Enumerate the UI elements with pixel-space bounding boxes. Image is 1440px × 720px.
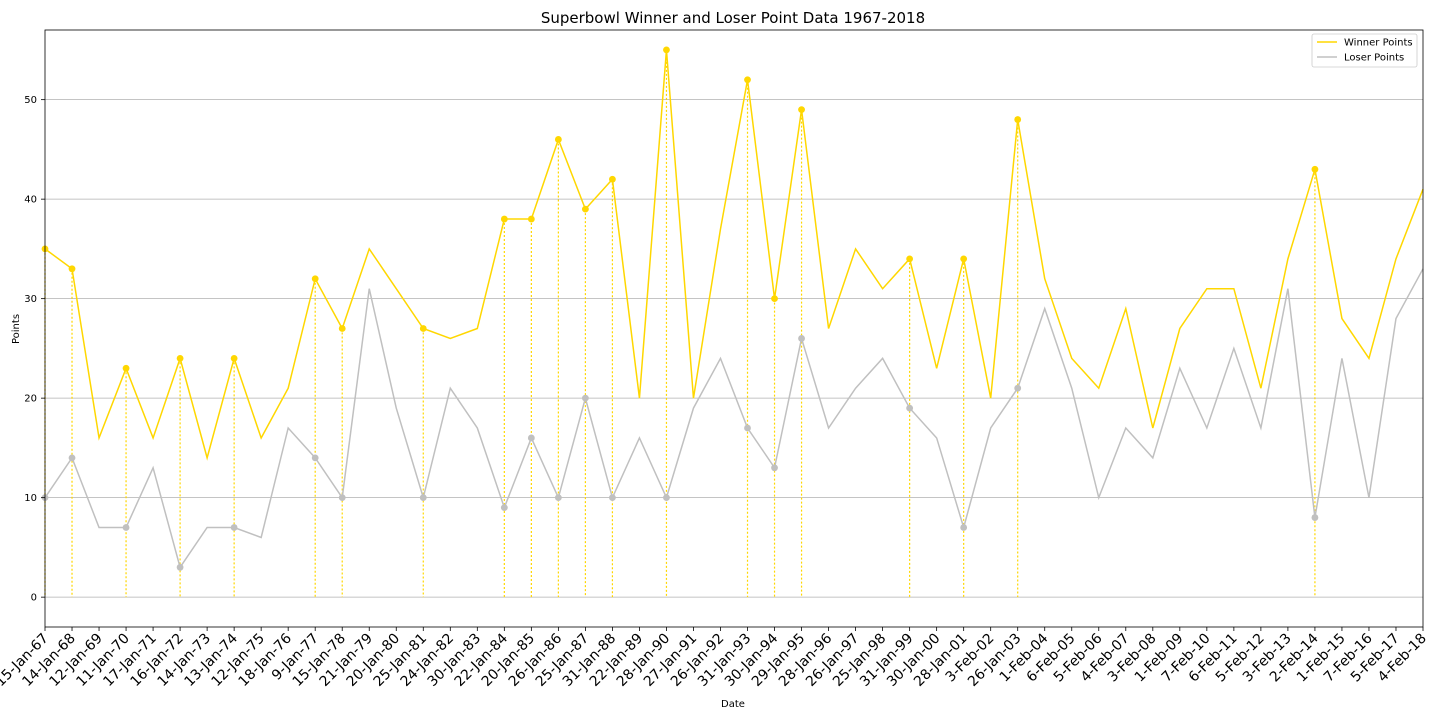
series-lines <box>44 49 1424 570</box>
winner-point-marker <box>771 295 778 303</box>
y-tick-label-0: 0 <box>31 593 37 604</box>
loser-point-marker <box>744 424 751 432</box>
loser-point-marker <box>122 524 130 531</box>
winner-point-marker <box>311 275 319 283</box>
winner-point-marker <box>663 46 670 54</box>
highlight-markers <box>41 46 1319 571</box>
highlight-drop-lines <box>44 49 1316 598</box>
series-line-loser-points <box>44 268 1424 570</box>
loser-point-marker <box>609 494 616 502</box>
legend-label-winner-points: Winner Points <box>1344 38 1413 49</box>
loser-point-marker <box>663 494 670 502</box>
chart-title: Superbowl Winner and Loser Point Data 19… <box>541 9 925 27</box>
x-axis: 15-Jan-6714-Jan-6812-Jan-6911-Jan-7017-J… <box>0 627 1430 690</box>
winner-point-marker <box>744 76 751 84</box>
loser-point-marker <box>554 494 562 502</box>
y-tick-label-10: 10 <box>24 493 37 504</box>
winner-point-marker <box>798 106 805 113</box>
y-tick-label-20: 20 <box>24 394 37 405</box>
loser-point-marker <box>960 524 968 531</box>
loser-point-marker <box>527 434 535 442</box>
series-line-winner-points <box>44 49 1424 461</box>
loser-point-marker <box>419 494 427 502</box>
winner-point-marker <box>338 325 346 332</box>
x-axis-label: Date <box>721 699 745 710</box>
winner-point-marker <box>906 255 914 263</box>
winner-point-marker <box>527 215 535 223</box>
loser-point-marker <box>798 335 805 342</box>
winner-point-marker <box>1014 116 1022 123</box>
loser-point-marker <box>311 454 319 462</box>
winner-point-marker <box>609 175 616 183</box>
winner-point-marker <box>1311 165 1319 173</box>
loser-point-marker <box>1014 384 1022 392</box>
loser-point-marker <box>338 494 346 502</box>
winner-point-marker <box>500 215 508 223</box>
y-axis-label: Points <box>11 314 22 344</box>
loser-point-marker <box>500 504 508 511</box>
winner-point-marker <box>122 364 130 372</box>
y-tick-label-50: 50 <box>24 95 37 106</box>
y-tick-label-30: 30 <box>24 294 37 305</box>
winner-point-marker <box>554 136 562 143</box>
gridlines <box>45 99 1423 598</box>
loser-point-marker <box>906 404 914 412</box>
loser-point-marker <box>230 524 238 531</box>
loser-point-marker <box>771 464 778 472</box>
legend-label-loser-points: Loser Points <box>1344 53 1404 64</box>
legend: Winner Points Loser Points <box>1311 33 1418 68</box>
winner-point-marker <box>419 325 427 332</box>
legend-box <box>1311 33 1418 68</box>
winner-point-marker <box>230 354 238 362</box>
winner-point-marker <box>176 354 184 362</box>
winner-point-marker <box>68 265 76 273</box>
loser-point-marker <box>1311 514 1319 521</box>
y-tick-label-40: 40 <box>24 195 37 206</box>
loser-point-marker <box>68 454 76 462</box>
winner-point-marker <box>581 205 589 213</box>
loser-point-marker <box>581 394 589 402</box>
plot-frame <box>44 29 1424 628</box>
loser-point-marker <box>176 563 184 571</box>
y-axis: 0 10 20 30 40 50 <box>24 95 45 604</box>
winner-point-marker <box>960 255 968 263</box>
